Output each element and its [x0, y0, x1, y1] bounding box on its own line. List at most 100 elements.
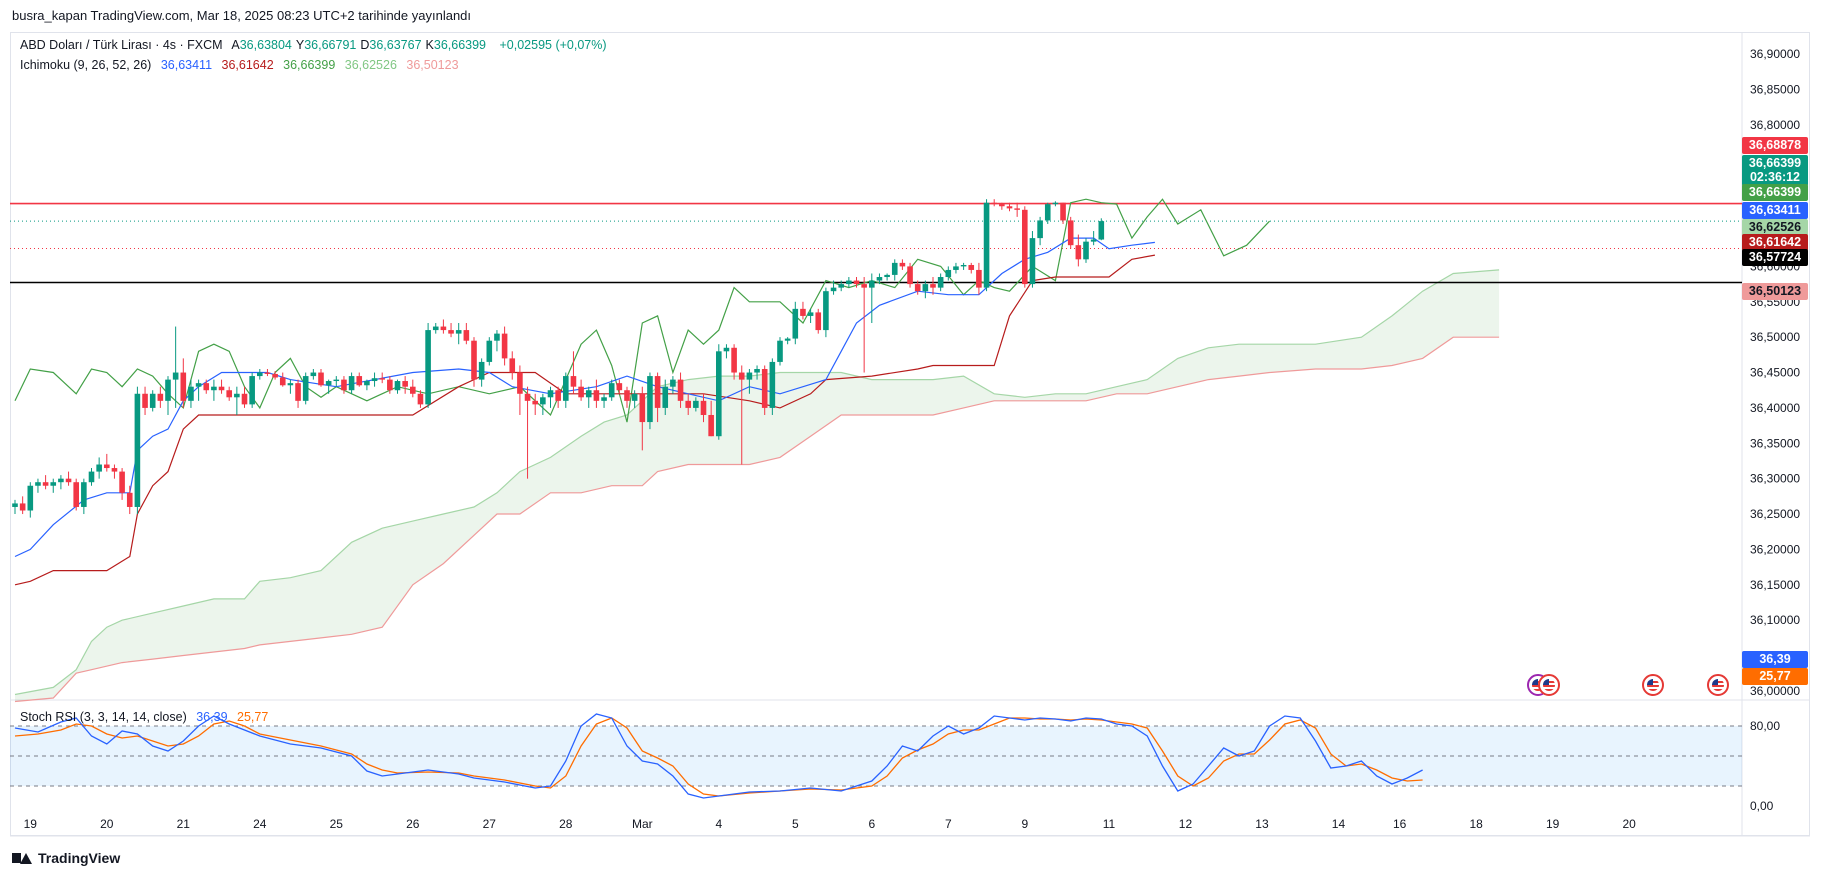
candle-body	[945, 269, 952, 278]
ichimoku-cloud-segment	[887, 379, 895, 415]
ichimoku-cloud-segment	[1414, 291, 1423, 361]
x-tick-label: 26	[406, 817, 420, 831]
ichimoku-cloud-segment	[213, 598, 222, 653]
ichimoku-cloud-segment	[1124, 383, 1132, 394]
ichimoku-cloud-segment	[1108, 386, 1117, 396]
ohlc-number: 36,63767	[369, 38, 422, 52]
price-badge: 36,68878	[1742, 137, 1808, 154]
price-badge: 02:36:12	[1742, 169, 1808, 186]
ichimoku-cloud-segment	[1223, 345, 1232, 378]
ichimoku-cloud-segment	[389, 524, 398, 617]
ichimoku-cloud-segment	[1001, 394, 1010, 401]
ichimoku-cloud-segment	[925, 379, 933, 415]
ichimoku-cloud-segment	[252, 581, 260, 647]
candle-body	[723, 347, 730, 352]
ichimoku-cloud-segment	[695, 377, 704, 465]
ichimoku-name[interactable]: Ichimoku (9, 26, 52, 26)	[20, 58, 152, 72]
ichimoku-cloud-segment	[183, 604, 191, 656]
ichimoku-cloud-segment	[1216, 346, 1224, 379]
candle-body	[348, 376, 355, 391]
candle-body	[364, 381, 370, 386]
stoch-y-tick-label: 0,00	[1750, 799, 1774, 813]
tradingview-logo[interactable]: TradingView	[12, 850, 120, 866]
ichimoku-cloud-segment	[1399, 303, 1408, 364]
candle-body	[555, 390, 561, 401]
ichimoku-kijun-line	[14, 254, 1156, 586]
us-flag-event-icon[interactable]	[1642, 674, 1664, 696]
ichimoku-cloud-segment	[1315, 343, 1324, 369]
ichimoku-cloud-segment	[1284, 344, 1293, 372]
ichimoku-cloud-segment	[1055, 393, 1064, 401]
ohlc-k-value: K36,66399	[426, 38, 486, 52]
candle-body	[234, 393, 240, 398]
ichimoku-cloud-segment	[688, 378, 696, 465]
us-flag-event-icon[interactable]	[1538, 674, 1560, 696]
symbol-name[interactable]: ABD Doları / Türk Lirası · 4s · FXCM	[20, 38, 223, 52]
ichimoku-cloud-segment	[458, 508, 467, 550]
ichimoku-cloud-segment	[726, 376, 735, 465]
candle-body	[1014, 208, 1020, 210]
ichimoku-cloud-segment	[1093, 390, 1102, 400]
ichimoku-cloud-segment	[466, 506, 474, 543]
us-flag-event-icon[interactable]	[1707, 674, 1729, 696]
candle-body	[1067, 220, 1074, 246]
ichimoku-cloud-segment	[489, 492, 497, 522]
tradingview-logo-icon	[12, 851, 32, 865]
candle-body	[509, 358, 516, 373]
ichimoku-span-b-line	[14, 336, 1500, 703]
ichimoku-cloud-segment	[627, 407, 635, 486]
ichimoku-cloud-segment	[236, 598, 245, 650]
x-tick-label: 5	[792, 817, 799, 831]
ichimoku-cloud-segment	[374, 528, 383, 630]
y-tick-label: 36,50000	[1750, 330, 1800, 344]
ichimoku-cloud-segment	[1032, 395, 1041, 401]
y-tick-label: 36,45000	[1750, 366, 1800, 380]
stoch-name[interactable]: Stoch RSI (3, 3, 14, 14, close)	[20, 710, 187, 724]
ichimoku-cloud-segment	[802, 372, 811, 442]
candle-body	[1083, 241, 1089, 260]
candle-body	[73, 482, 79, 507]
ichimoku-kijun-value: 36,61642	[221, 58, 274, 72]
candle-body	[448, 330, 454, 334]
candle-body	[639, 393, 646, 423]
candle-body	[211, 386, 217, 391]
candle-body	[746, 372, 753, 380]
candle-body	[463, 330, 470, 341]
candle-body	[1075, 245, 1082, 260]
candle-body	[578, 386, 584, 398]
candle-body	[853, 280, 860, 285]
ichimoku-cloud-segment	[1231, 344, 1239, 377]
candle-body	[524, 393, 531, 401]
candle-body	[295, 383, 301, 401]
candle-body	[111, 468, 118, 472]
candle-body	[960, 264, 967, 267]
ichimoku-cloud-segment	[405, 521, 413, 596]
x-tick-label: 16	[1393, 817, 1407, 831]
ichimoku-cloud-segment	[1086, 391, 1094, 401]
ichimoku-cloud-segment	[795, 372, 803, 447]
candle-body	[731, 347, 737, 373]
ichimoku-cloud-segment	[619, 414, 627, 486]
ichimoku-cloud-segment	[53, 681, 61, 698]
ichimoku-cloud-segment	[1323, 341, 1331, 369]
candle-body	[716, 351, 722, 437]
ichimoku-cloud-segment	[1330, 340, 1339, 369]
candle-body	[769, 361, 776, 408]
ichimoku-cloud-segment	[1131, 381, 1140, 394]
candle-body	[953, 266, 959, 270]
candle-body	[585, 390, 592, 398]
x-tick-label: 24	[253, 817, 267, 831]
candle-body	[417, 393, 424, 405]
ichimoku-cloud-segment	[519, 468, 528, 515]
ichimoku-cloud-segment	[137, 614, 146, 661]
y-tick-label: 36,85000	[1750, 83, 1800, 97]
candle-body	[807, 312, 814, 316]
candle-body	[869, 280, 875, 288]
candle-body	[494, 333, 500, 341]
ichimoku-cloud-segment	[910, 379, 918, 415]
x-tick-label: 7	[945, 817, 952, 831]
candle-body	[800, 308, 806, 316]
candle-body	[35, 482, 41, 486]
candle-body	[784, 338, 791, 341]
